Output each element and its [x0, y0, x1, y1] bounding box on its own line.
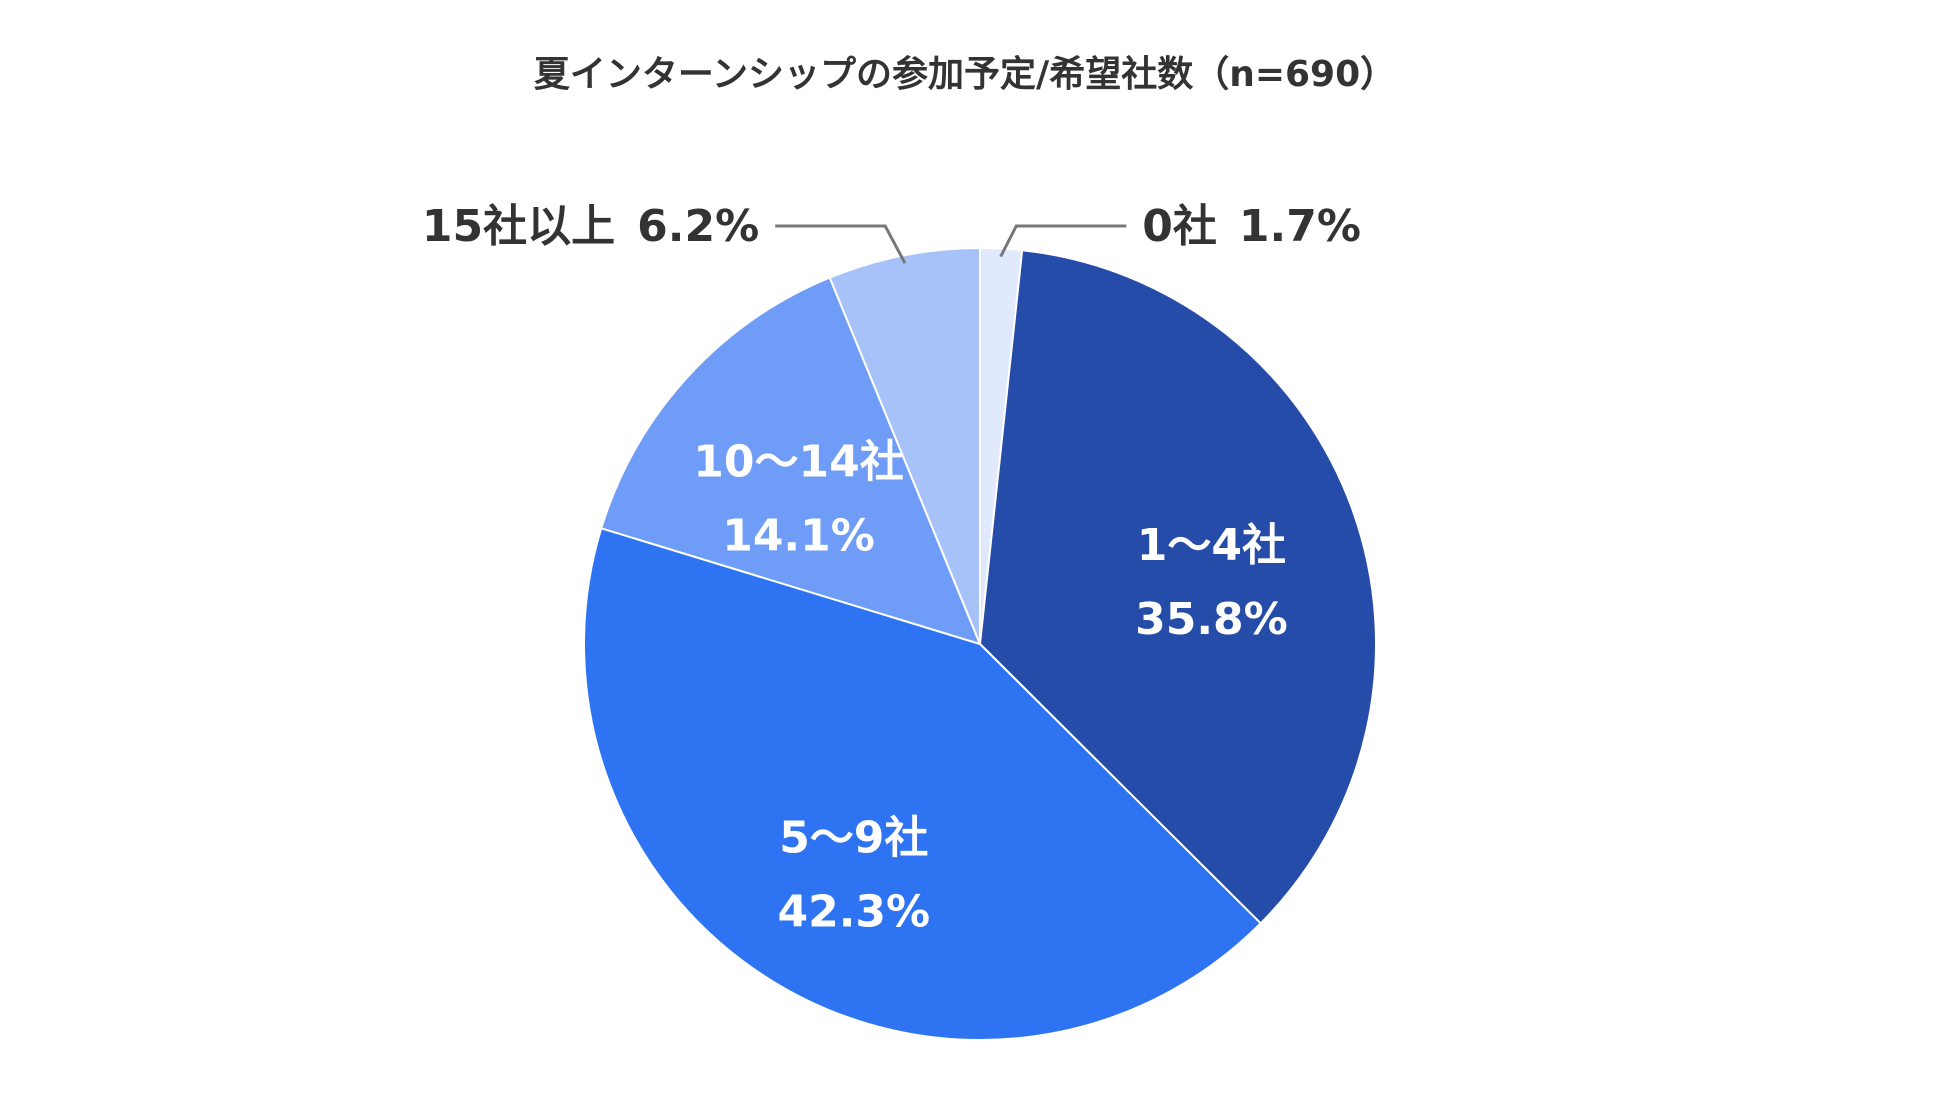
- pie-slice-2: [583, 527, 1263, 1041]
- pie-slice-1: [978, 249, 1377, 925]
- slice-label-3: 10〜14社: [693, 437, 903, 488]
- slice-value-4: 6.2%: [637, 201, 759, 252]
- pie-slices: [583, 246, 1377, 1041]
- slice-label-1: 1〜4社: [1137, 520, 1286, 571]
- pie-slice-4: [828, 246, 981, 645]
- slice-labels: 0社 1.7% 1〜4社 35.8% 5〜9社 42.3% 10〜14社 14.1% 15社以上…: [422, 201, 1361, 938]
- slice-value-0: 1.7%: [1239, 201, 1361, 252]
- leader-line-0: [999, 224, 1127, 258]
- slice-label-2: 5〜9社: [779, 813, 928, 864]
- slice-value-3: 14.1%: [722, 511, 875, 562]
- slice-label-4: 15社以上 6.2%: [422, 201, 759, 252]
- slice-value-1: 35.8%: [1135, 594, 1288, 645]
- chart-title: 夏インターンシップの参加予定/希望社数（n=690）: [534, 54, 1396, 95]
- leader-line-4: [775, 224, 907, 264]
- leader-lines: [775, 224, 1127, 264]
- slice-label-name-4: 15社以上: [422, 201, 615, 252]
- slice-label-name-0: 0社: [1142, 201, 1217, 252]
- slice-value-2: 42.3%: [777, 887, 930, 938]
- slice-label-0: 0社 1.7%: [1142, 201, 1361, 252]
- pie-slice-3: [600, 276, 982, 646]
